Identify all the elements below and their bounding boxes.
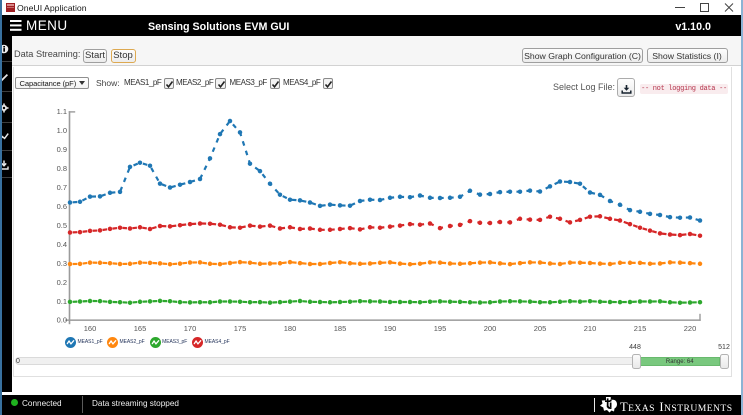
svg-text:175: 175 (234, 324, 247, 333)
svg-text:180: 180 (284, 324, 297, 333)
svg-text:0.0: 0.0 (57, 316, 67, 325)
svg-text:195: 195 (434, 324, 447, 333)
svg-text:0.7: 0.7 (57, 183, 67, 192)
svg-text:200: 200 (484, 324, 497, 333)
svg-text:1.0: 1.0 (57, 126, 67, 135)
svg-text:0.5: 0.5 (57, 221, 67, 230)
svg-text:205: 205 (534, 324, 547, 333)
svg-text:215: 215 (634, 324, 647, 333)
svg-text:0.9: 0.9 (57, 145, 67, 154)
svg-text:190: 190 (384, 324, 397, 333)
svg-text:185: 185 (334, 324, 347, 333)
svg-text:0.6: 0.6 (57, 202, 67, 211)
svg-text:0.3: 0.3 (57, 259, 67, 268)
svg-text:210: 210 (584, 324, 597, 333)
svg-text:0.8: 0.8 (57, 164, 67, 173)
svg-text:0.4: 0.4 (57, 240, 67, 249)
svg-text:220: 220 (684, 324, 697, 333)
svg-text:1.1: 1.1 (57, 107, 67, 116)
svg-text:170: 170 (184, 324, 197, 333)
svg-text:160: 160 (84, 324, 97, 333)
svg-text:0.1: 0.1 (57, 297, 67, 306)
svg-text:165: 165 (134, 324, 147, 333)
svg-text:0.2: 0.2 (57, 278, 67, 287)
